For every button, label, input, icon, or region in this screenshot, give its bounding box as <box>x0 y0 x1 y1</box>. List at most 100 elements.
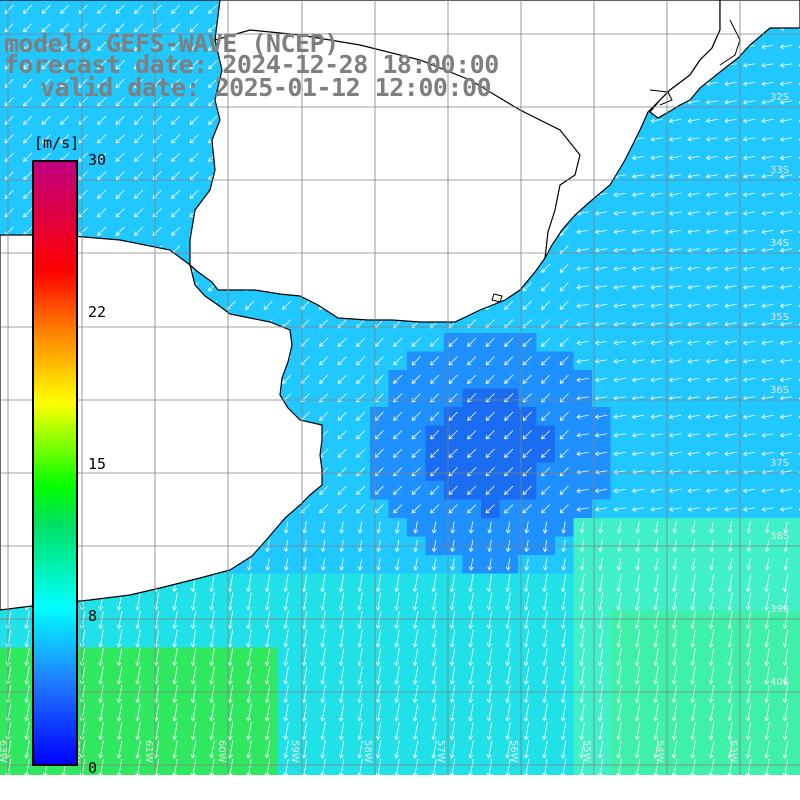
wind-arrow <box>190 629 197 648</box>
lat-label: 38S <box>770 531 789 542</box>
wind-arrow <box>337 430 347 440</box>
lon-label: 60W <box>216 740 227 763</box>
wind-arrow <box>724 136 737 142</box>
wind-arrow <box>448 411 458 421</box>
wind-arrow <box>376 558 382 571</box>
wind-arrow <box>320 758 326 775</box>
wind-arrow <box>246 592 252 611</box>
wind-arrow <box>595 414 608 420</box>
wind-arrow <box>576 414 589 420</box>
wind-arrow <box>559 504 569 514</box>
island-outline <box>491 293 503 303</box>
wind-arrow <box>97 115 107 125</box>
wind-arrow <box>505 592 511 611</box>
wind-arrow <box>172 758 178 775</box>
wind-cell <box>795 277 800 297</box>
wind-arrow <box>24 629 30 648</box>
wind-arrow <box>542 610 548 629</box>
wind-arrow <box>745 758 752 775</box>
wind-arrow <box>486 647 493 666</box>
wind-arrow <box>302 521 308 534</box>
wind-arrow <box>522 411 532 421</box>
wind-arrow <box>724 284 737 290</box>
wind-arrow <box>171 97 181 107</box>
wind-arrow <box>283 740 289 759</box>
wind-arrow <box>468 573 474 592</box>
wind-arrow <box>115 41 125 51</box>
wind-arrow <box>706 506 719 512</box>
wind-arrow <box>115 4 125 14</box>
wind-arrow <box>116 666 123 685</box>
wind-arrow <box>227 610 234 629</box>
wind-arrow <box>727 721 733 740</box>
wind-arrow <box>41 97 51 107</box>
wind-arrow <box>375 666 382 685</box>
wind-arrow <box>505 610 511 629</box>
wind-arrow <box>449 740 456 759</box>
wind-arrow <box>743 506 756 512</box>
wind-arrow <box>541 337 551 347</box>
wind-arrow <box>134 134 144 144</box>
wind-arrow <box>542 758 548 775</box>
wind-arrow <box>356 485 366 495</box>
wind-arrow <box>798 193 800 197</box>
lat-label: 40S <box>770 677 789 688</box>
wind-arrow <box>467 485 477 495</box>
wind-arrow <box>632 192 645 198</box>
wind-arrow <box>634 666 641 685</box>
wind-arrow <box>560 758 567 775</box>
wind-arrow <box>727 703 733 722</box>
wind-arrow <box>706 488 719 494</box>
wind-arrow <box>189 189 199 199</box>
wind-arrow <box>653 740 659 759</box>
wind-arrow <box>671 740 678 759</box>
wind-arrow <box>743 99 756 105</box>
wind-arrow <box>706 451 719 457</box>
wind-arrow <box>559 300 569 310</box>
wind-arrow <box>357 521 363 534</box>
wind-arrow <box>634 647 641 666</box>
wind-arrow <box>431 684 437 703</box>
wind-arrow <box>449 592 456 611</box>
wind-arrow <box>669 321 682 327</box>
wind-arrow <box>798 119 800 123</box>
wind-arrow <box>98 721 104 740</box>
wind-arrow <box>522 282 532 292</box>
wind-arrow <box>98 610 104 629</box>
wind-arrow <box>576 488 589 494</box>
wind-arrow <box>709 558 715 571</box>
wind-arrow <box>431 558 437 571</box>
wind-arrow <box>706 210 719 216</box>
wind-arrow <box>411 485 421 495</box>
wind-arrow <box>798 175 800 178</box>
wind-arrow <box>320 684 326 703</box>
wind-arrow <box>23 4 33 14</box>
wind-arrow <box>448 337 458 347</box>
wind-arrow <box>264 666 271 685</box>
wind-arrow <box>671 592 678 611</box>
title-forecast-date: forecast date: 2024-12-28 18:00:00 <box>4 50 499 79</box>
wind-arrow <box>724 303 737 309</box>
wind-arrow <box>394 558 400 571</box>
wind-arrow <box>650 247 663 253</box>
wind-arrow <box>504 356 514 366</box>
wind-arrow <box>209 758 215 775</box>
colorbar-tick-22: 22 <box>88 303 107 321</box>
wind-arrow <box>708 592 715 611</box>
wind-arrow <box>560 592 567 611</box>
wind-arrow <box>522 504 532 514</box>
wind-arrow <box>467 374 477 384</box>
wind-arrow <box>357 740 363 759</box>
wind-arrow <box>560 666 567 685</box>
wind-arrow <box>524 558 530 571</box>
wind-cell <box>795 758 800 775</box>
wind-cell <box>795 222 800 241</box>
wind-arrow <box>576 284 589 290</box>
wind-arrow <box>635 558 641 571</box>
lon-label: 56W <box>508 740 519 763</box>
wind-arrow <box>60 134 70 144</box>
wind-arrow <box>227 740 234 759</box>
wind-arrow <box>761 358 774 364</box>
wind-arrow <box>264 573 271 592</box>
